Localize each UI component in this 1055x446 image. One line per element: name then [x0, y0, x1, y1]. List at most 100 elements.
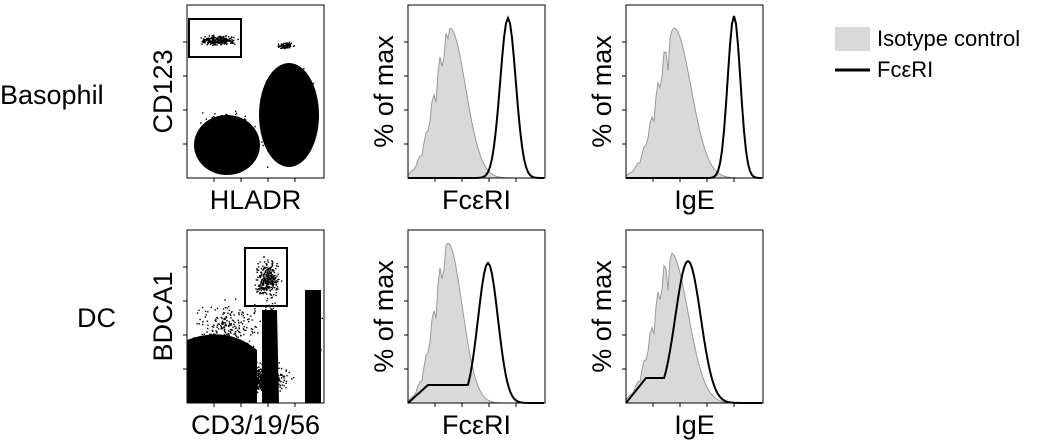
event-dot	[237, 38, 239, 41]
event-dot	[283, 44, 285, 47]
event-dot	[283, 377, 285, 379]
event-dot	[287, 47, 289, 49]
event-dot	[282, 45, 284, 48]
event-dot	[291, 378, 293, 380]
event-dot	[215, 39, 217, 41]
event-dot	[218, 42, 221, 44]
event-dot	[208, 35, 211, 37]
event-dot	[202, 41, 205, 44]
y-axis-label: % of max	[587, 35, 617, 148]
panel-frame	[186, 4, 325, 179]
event-dot	[200, 122, 202, 124]
panel-frame	[625, 4, 764, 179]
panel	[183, 229, 325, 407]
event-dot	[212, 41, 214, 43]
x-axis-label: FcεRI	[442, 185, 511, 215]
event-dot	[278, 362, 280, 364]
event-dot	[281, 377, 283, 379]
event-dot	[211, 37, 213, 39]
event-dot	[217, 39, 219, 41]
event-dot	[287, 46, 289, 48]
event-dot	[256, 374, 258, 376]
event-dot	[215, 41, 217, 44]
event-dot	[279, 386, 281, 388]
event-dot	[281, 47, 283, 49]
event-dot	[214, 36, 217, 39]
event-dot	[220, 44, 222, 46]
legend-swatch	[835, 27, 870, 51]
event-dot	[286, 45, 288, 47]
event-dot	[205, 118, 207, 120]
panel	[183, 4, 325, 182]
event-dot	[210, 43, 212, 46]
event-dot	[278, 46, 280, 48]
event-dot	[213, 42, 215, 44]
event-dot	[200, 37, 202, 39]
event-dot	[206, 37, 208, 40]
event-dot	[218, 39, 220, 41]
event-dot	[208, 38, 211, 41]
event-dot	[212, 39, 214, 41]
event-dot	[225, 35, 227, 37]
gate	[188, 18, 242, 58]
event-dot	[215, 40, 217, 43]
event-dot	[220, 40, 222, 43]
event-dot	[259, 362, 261, 364]
event-dot	[220, 37, 222, 40]
event-dot	[278, 377, 280, 379]
event-dot	[220, 38, 223, 41]
event-dot	[211, 116, 213, 119]
event-dot	[233, 36, 235, 39]
event-dot	[214, 43, 216, 46]
event-dot	[208, 39, 210, 41]
event-dot	[284, 47, 286, 50]
event-dot	[230, 36, 233, 38]
event-dot	[280, 380, 282, 383]
event-dot	[219, 38, 221, 41]
event-dot	[257, 375, 260, 377]
event-dot	[257, 377, 259, 379]
event-dot	[280, 45, 282, 47]
event-dot	[292, 377, 295, 379]
event-dot	[283, 375, 286, 377]
event-dot	[288, 47, 291, 49]
event-dot	[223, 38, 226, 40]
event-dot	[260, 377, 262, 379]
event-dot	[288, 43, 290, 45]
event-dot	[257, 388, 259, 390]
event-dot	[208, 40, 210, 42]
row-label: Basophil	[0, 80, 104, 110]
event-dot	[293, 45, 295, 47]
event-dot	[221, 36, 223, 38]
event-dot	[284, 47, 287, 49]
event-dot	[214, 113, 216, 115]
event-dot	[283, 379, 285, 381]
event-dot	[216, 44, 218, 46]
event-dot	[217, 38, 219, 40]
event-dot	[229, 39, 231, 42]
event-dot	[223, 35, 225, 38]
event-dot	[283, 42, 285, 45]
event-dot	[287, 43, 289, 45]
event-dot	[278, 367, 280, 370]
event-dot	[279, 390, 281, 392]
event-dot	[258, 371, 260, 373]
event-dot	[219, 37, 221, 39]
event-dot	[213, 115, 215, 118]
event-dot	[222, 42, 224, 44]
event-dot	[209, 39, 211, 42]
event-dot	[202, 39, 204, 41]
event-dot	[262, 144, 264, 147]
event-dot	[281, 46, 284, 49]
event-dot	[230, 42, 232, 44]
event-dot	[207, 42, 210, 44]
row-label: DC	[77, 303, 116, 333]
event-dot	[267, 166, 269, 168]
event-dot	[260, 389, 263, 391]
event-dot	[235, 113, 237, 116]
event-dot	[288, 41, 291, 43]
event-dot	[231, 40, 234, 43]
event-dot	[232, 42, 235, 44]
event-dot	[213, 40, 215, 43]
event-dot	[287, 44, 289, 46]
